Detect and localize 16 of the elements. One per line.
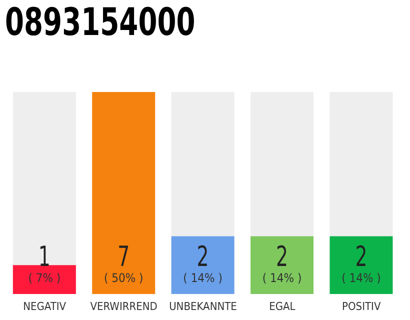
annotation: ( 14% ) [342, 271, 381, 285]
annotation: ( 50% ) [104, 271, 144, 285]
annotation: ( 7% ) [28, 271, 61, 285]
data-label: 2 [355, 240, 368, 273]
data-label: 1 [38, 240, 50, 273]
annotation: ( 14% ) [183, 271, 222, 285]
x-tick-label: UNBEKANNTE [169, 300, 237, 313]
data-label: 2 [196, 240, 209, 273]
x-tick-label: VERWIRREND [90, 300, 158, 313]
chart-title: 0893154000 [5, 0, 196, 44]
annotation: ( 14% ) [262, 271, 302, 285]
data-label: 7 [118, 240, 130, 273]
x-tick-label: NEGATIV [23, 300, 66, 313]
data-label: 2 [276, 240, 288, 273]
x-tick-label: POSITIV [342, 300, 381, 313]
x-tick-label: EGAL [269, 300, 296, 313]
